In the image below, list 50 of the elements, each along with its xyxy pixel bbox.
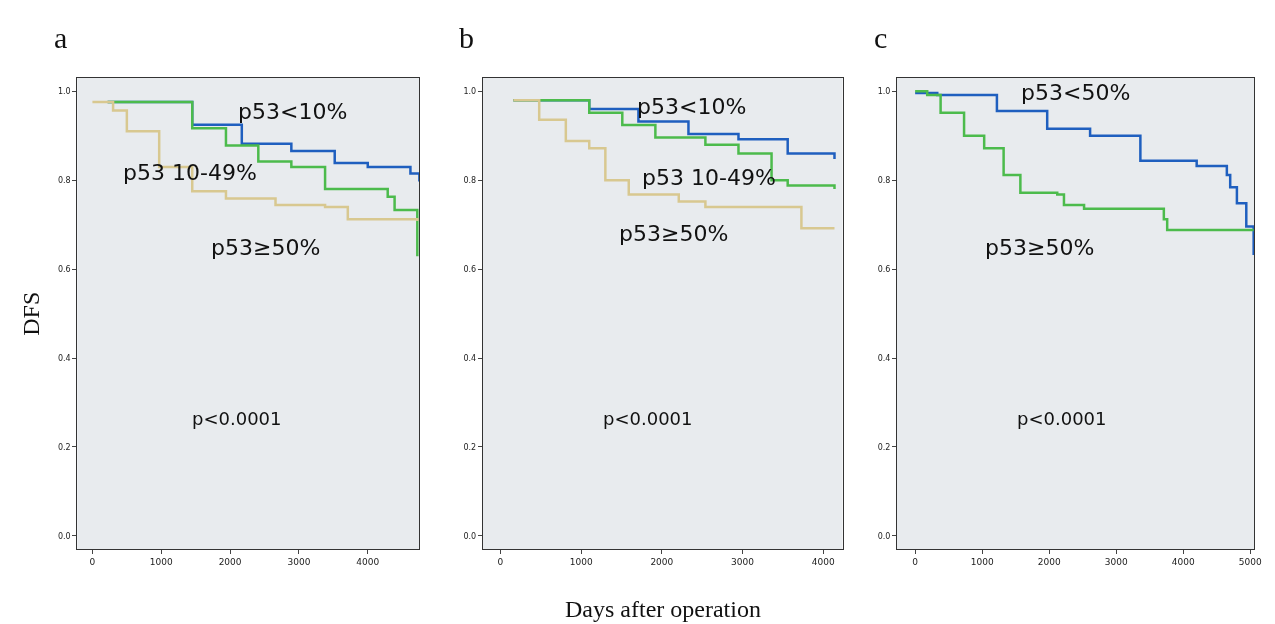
y-tick-label: 0.6 [877,264,891,274]
series-label: p53≥50% [619,221,729,246]
y-tick-label: 0.4 [463,353,477,363]
y-axis-title: DFS [17,291,44,336]
chart-title: b [459,21,474,54]
x-tick-label: 2000 [1037,556,1061,567]
annotation: p<0.0001 [1017,408,1107,429]
y-tick-label: 1.0 [463,87,477,97]
annotation: p<0.0001 [192,408,282,429]
y-tick-label: 0.2 [57,442,71,452]
x-tick-label: 1000 [149,556,173,567]
chart-title: c [874,21,888,54]
y-tick-label: 0.2 [877,442,891,452]
y-tick-label: 0.6 [57,264,71,274]
x-tick-label: 4000 [811,556,835,567]
x-tick-label: 2000 [218,556,242,567]
series-label: p53<50% [1021,80,1131,105]
annotation: p<0.0001 [603,408,693,429]
y-tick-label: 1.0 [877,87,891,97]
series-label: p53<10% [238,99,348,124]
y-tick-label: 1.0 [57,87,71,97]
series-label: p53≥50% [211,235,321,260]
series-label: p53<10% [637,94,747,119]
y-tick-label: 0.0 [463,531,477,541]
x-tick-label: 3000 [287,556,311,567]
y-tick-label: 0.8 [463,176,477,186]
y-tick-label: 0.6 [463,264,477,274]
y-tick-label: 0.0 [877,531,891,541]
x-tick-label: 0 [912,556,919,567]
x-tick-label: 3000 [731,556,755,567]
y-tick-label: 0.4 [57,353,71,363]
x-axis-title: Days after operation [565,596,761,622]
x-tick-label: 2000 [650,556,674,567]
series-label: p53≥50% [985,235,1095,260]
chart-title: a [54,21,68,54]
y-tick-label: 0.8 [877,176,891,186]
x-tick-label: 1000 [970,556,994,567]
y-tick-label: 0.0 [57,531,71,541]
x-tick-label: 5000 [1238,556,1263,567]
x-tick-label: 0 [497,556,504,567]
series-label: p53 10-49% [642,165,776,190]
y-tick-label: 0.2 [463,442,477,452]
x-tick-label: 3000 [1104,556,1128,567]
x-tick-label: 4000 [356,556,380,567]
series-label: p53 10-49% [123,160,257,185]
y-tick-label: 0.4 [877,353,891,363]
y-tick-label: 0.8 [57,176,71,186]
x-tick-label: 4000 [1171,556,1195,567]
x-tick-label: 0 [89,556,96,567]
x-tick-label: 1000 [569,556,593,567]
